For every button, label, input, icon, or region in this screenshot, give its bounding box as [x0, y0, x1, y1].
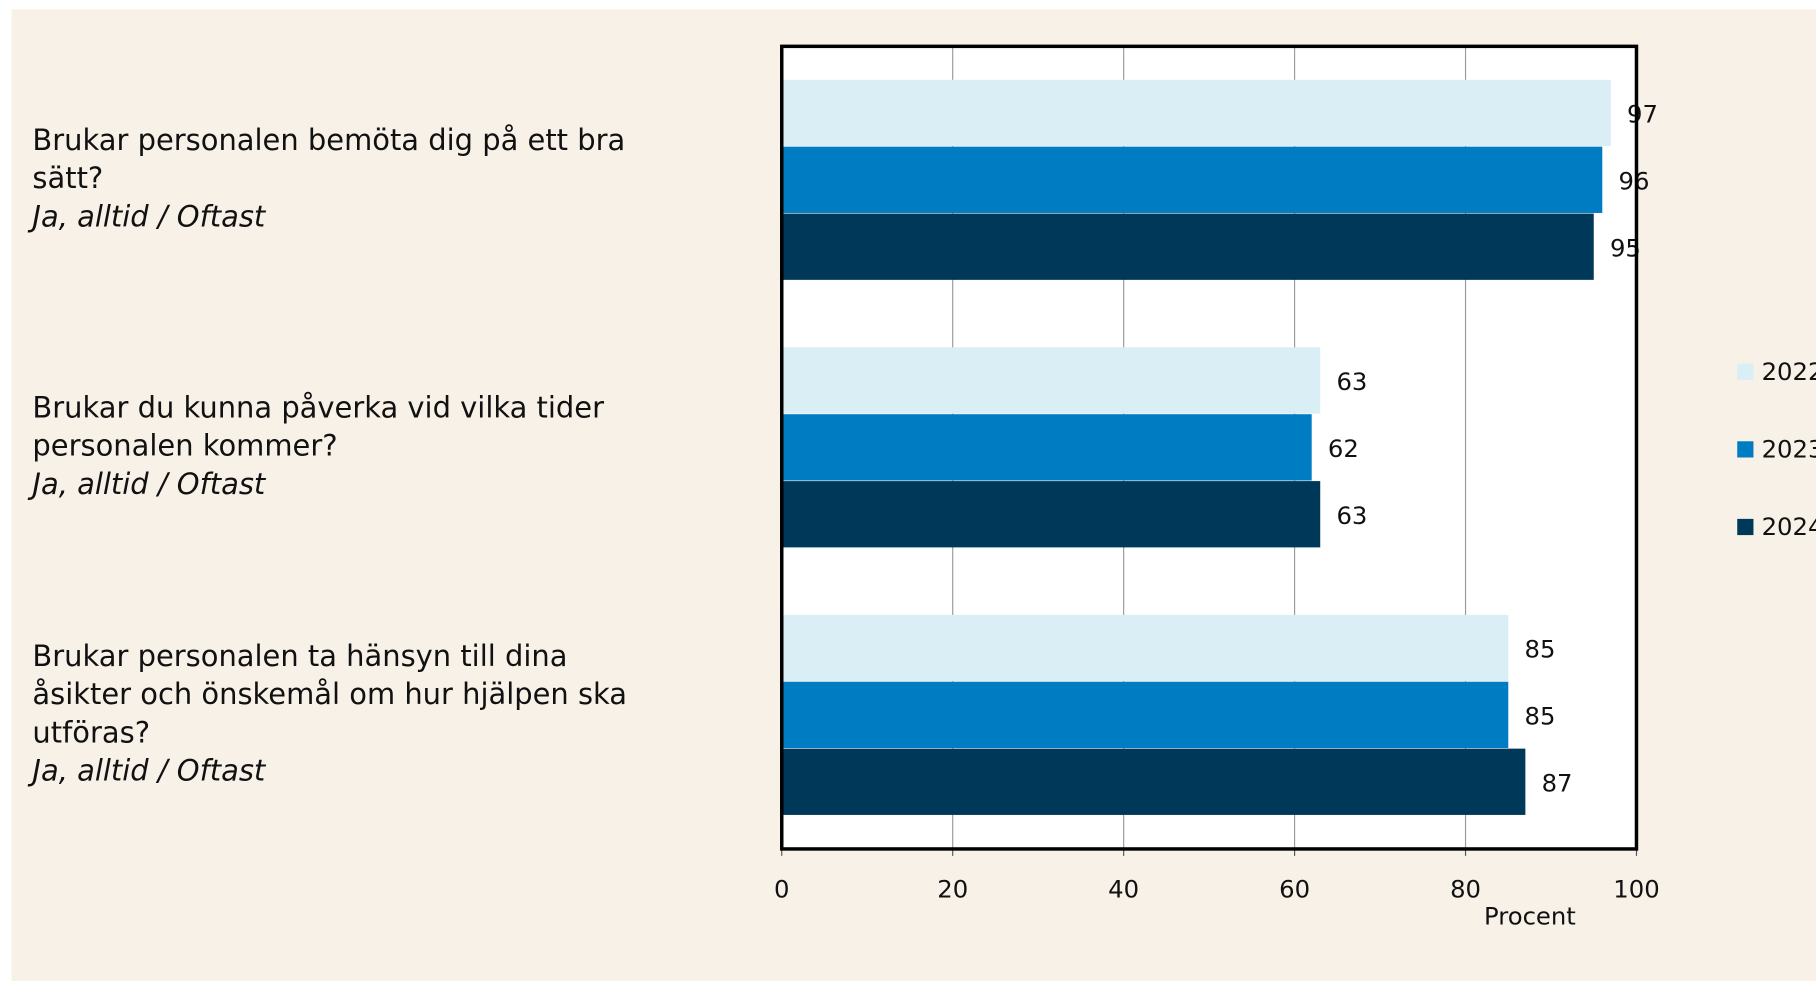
- value-label: 62: [1328, 434, 1359, 463]
- x-tick-label: 20: [937, 875, 968, 904]
- bar: [781, 146, 1603, 213]
- category-label: personalen kommer?: [32, 429, 337, 463]
- bar: [781, 79, 1611, 147]
- legend-swatch: [1737, 518, 1754, 536]
- category-label: åsikter och önskemål om hur hjälpen ska: [32, 677, 627, 711]
- category-label: Brukar personalen bemöta dig på ett bra: [32, 123, 625, 157]
- category-label: Brukar personalen ta hänsyn till dina: [32, 639, 567, 673]
- legend-swatch: [1737, 441, 1754, 458]
- bar: [781, 481, 1321, 548]
- category-label: Brukar du kunna påverka vid vilka tider: [32, 390, 604, 424]
- value-label: 97: [1627, 100, 1658, 129]
- value-label: 87: [1542, 768, 1573, 797]
- bar: [781, 681, 1509, 749]
- category-note: Ja, alltid / Oftast: [27, 754, 266, 788]
- legend-swatch: [1737, 363, 1754, 380]
- legend-label: 2023: [1762, 435, 1816, 464]
- category-note: Ja, alltid / Oftast: [27, 467, 266, 501]
- x-axis-label: Procent: [1484, 901, 1576, 930]
- x-tick-label: 0: [774, 875, 789, 904]
- x-tick-label: 60: [1279, 875, 1310, 904]
- bar: [781, 614, 1509, 682]
- bar: [781, 213, 1594, 280]
- value-label: 85: [1524, 702, 1555, 731]
- bar: [781, 748, 1526, 815]
- value-label: 63: [1336, 367, 1367, 396]
- x-tick-label: 100: [1613, 875, 1659, 904]
- value-label: 96: [1619, 166, 1650, 195]
- category-label: sätt?: [32, 161, 103, 195]
- x-tick-label: 40: [1108, 875, 1139, 904]
- value-label: 85: [1524, 635, 1555, 664]
- value-label: 63: [1336, 501, 1367, 530]
- category-note: Ja, alltid / Oftast: [27, 199, 266, 233]
- x-tick-label: 80: [1450, 875, 1481, 904]
- category-label: utföras?: [32, 715, 150, 749]
- bar: [781, 414, 1312, 481]
- plot-border: [780, 44, 1639, 851]
- legend-label: 2024: [1762, 512, 1816, 541]
- bar: [781, 347, 1321, 414]
